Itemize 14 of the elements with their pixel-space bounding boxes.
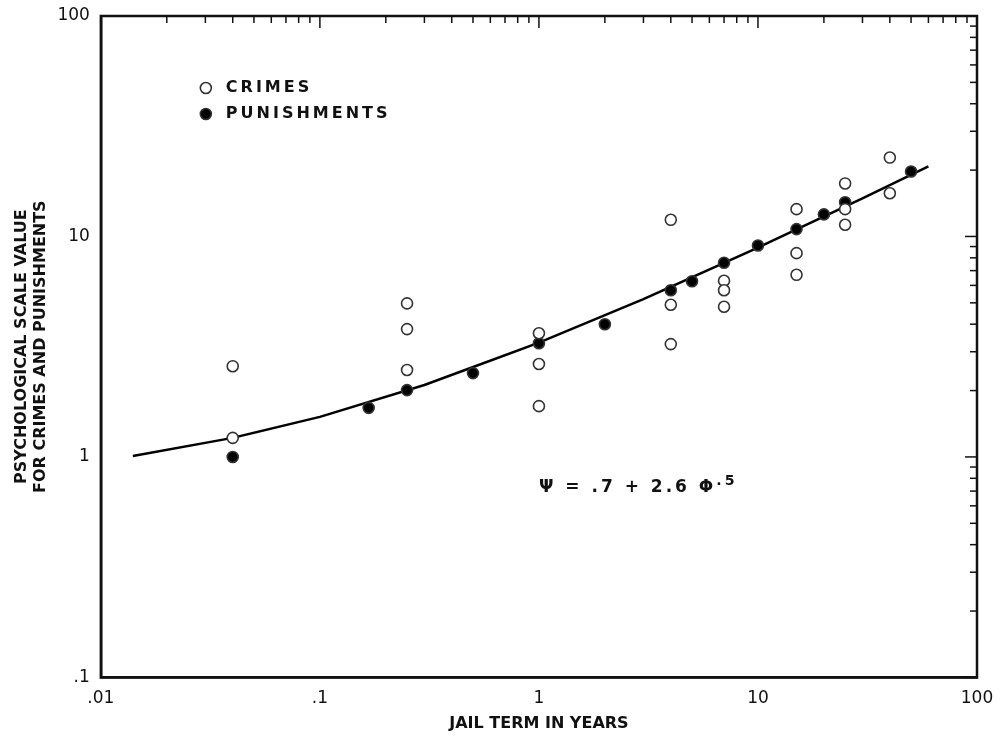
y-tick-label: 100: [57, 4, 90, 25]
y-axis-title: PSYCHOLOGICAL SCALE VALUE FOR CRIMES AND PUNISHMENTS: [10, 200, 49, 494]
x-axis-title: JAIL TERM IN YEARS: [448, 712, 629, 732]
legend-label: PUNISHMENTS: [225, 103, 391, 123]
x-tick-label: .1: [311, 687, 328, 708]
legend-label: CRIMES: [225, 77, 313, 97]
x-tick-label: 100: [960, 687, 994, 708]
y-tick-label: .1: [73, 665, 90, 686]
annotation: Ψ = .7 + 2.6 Φ$^{.5}$: [538, 472, 738, 497]
y-tick-label: 10: [68, 224, 90, 245]
x-tick-label: 1: [533, 687, 545, 708]
x-tick-label: 10: [747, 687, 769, 708]
x-tick-label: .01: [87, 687, 115, 708]
y-tick-label: 1: [79, 445, 90, 466]
